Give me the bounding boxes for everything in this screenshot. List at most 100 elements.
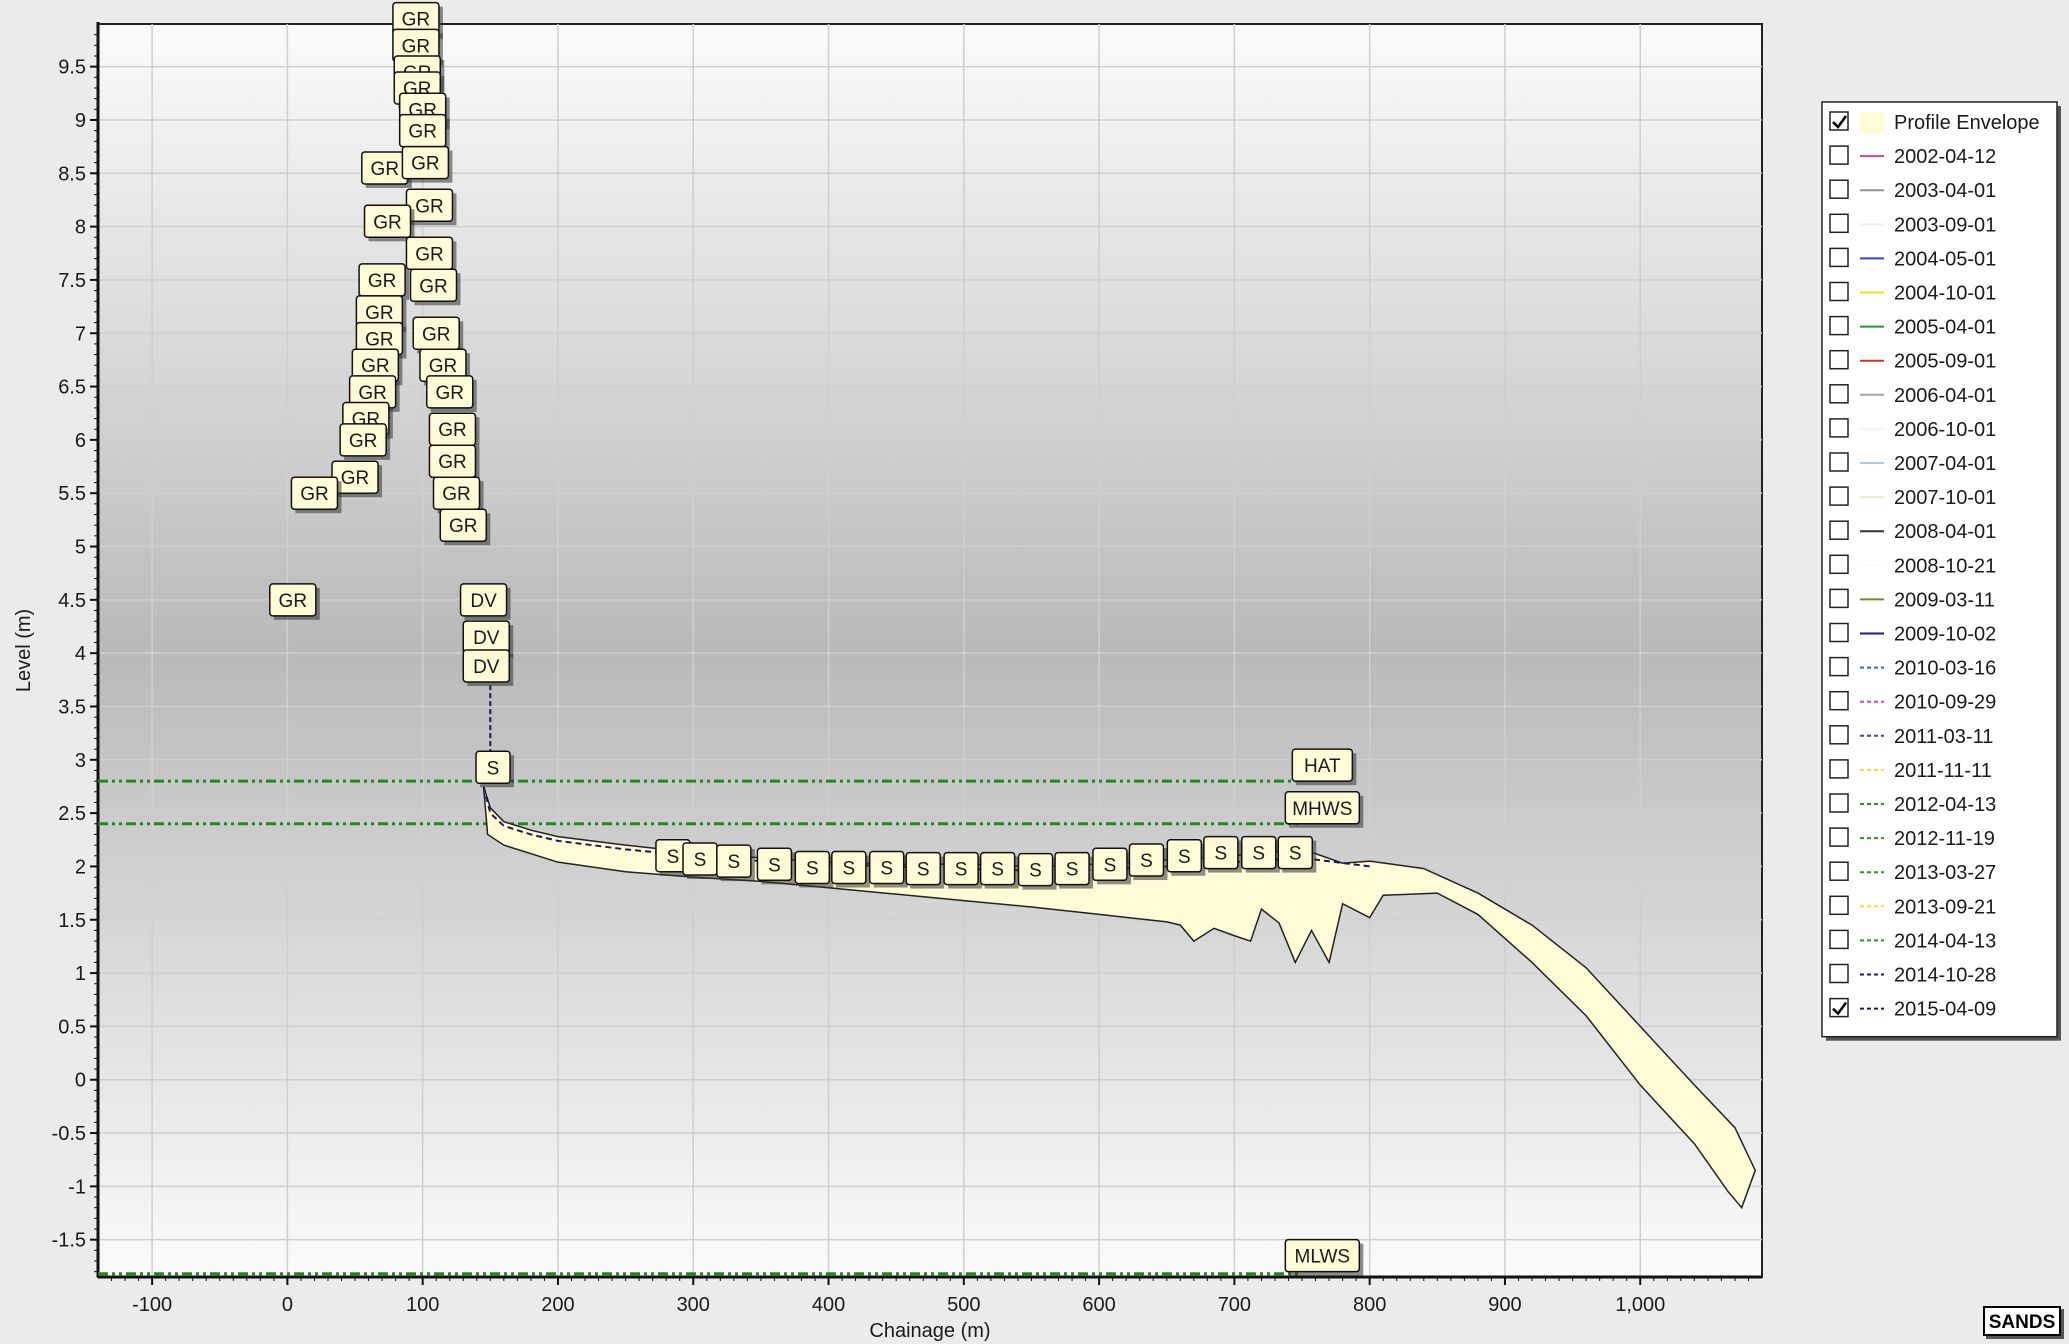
legend-checkbox[interactable] (1829, 963, 1849, 984)
legend-checkbox[interactable] (1829, 349, 1849, 370)
checkbox-box (1829, 145, 1849, 165)
legend-checkbox[interactable] (1829, 520, 1849, 540)
legend-checkbox[interactable] (1829, 861, 1849, 881)
checkbox-box (1829, 793, 1849, 813)
point-marker: S (868, 850, 908, 888)
legend-checkbox[interactable] (1829, 895, 1849, 916)
point-marker: S (475, 750, 515, 788)
marker-label: MLWS (1295, 1247, 1351, 1268)
x-tick-label: 700 (1218, 1294, 1251, 1316)
checkbox-box (1829, 281, 1849, 302)
legend-checkbox[interactable] (1829, 759, 1849, 779)
legend-label: 2008-04-01 (1894, 521, 1996, 543)
x-tick-label: 900 (1488, 1294, 1521, 1316)
marker-label: S (487, 758, 500, 779)
legend-checkbox[interactable] (1829, 111, 1849, 131)
marker-label: GR (438, 420, 467, 441)
legend-label: 2010-03-16 (1894, 658, 1996, 680)
marker-box (339, 423, 387, 457)
legend-label: 2004-05-01 (1894, 248, 1996, 270)
x-axis-title: Chainage (m) (869, 1320, 990, 1342)
legend-checkbox[interactable] (1829, 827, 1849, 847)
checkbox-box (1829, 384, 1849, 404)
marker-label: S (1140, 851, 1153, 872)
legend-checkbox[interactable] (1829, 486, 1849, 506)
legend-checkbox[interactable] (1829, 793, 1849, 813)
legend-checkbox[interactable] (1829, 145, 1849, 165)
marker-box (1017, 852, 1054, 887)
point-marker: GR (339, 423, 391, 460)
marker-label: S (1066, 860, 1079, 881)
point-marker: HAT (1291, 748, 1357, 786)
checkbox-box (1829, 179, 1849, 199)
legend-checkbox[interactable] (1829, 997, 1849, 1018)
point-marker: GR (425, 375, 477, 412)
marker-label: S (806, 859, 819, 880)
y-tick-label: 5.5 (58, 483, 86, 505)
legend-checkbox[interactable] (1829, 384, 1849, 404)
checkbox-box (1829, 111, 1849, 131)
marker-box (979, 851, 1016, 886)
checkbox-box (1829, 690, 1849, 711)
legend-checkbox[interactable] (1829, 690, 1849, 711)
marker-box (363, 204, 412, 239)
legend-checkbox[interactable] (1829, 588, 1849, 609)
legend-label: 2004-10-01 (1894, 283, 1996, 305)
y-tick-label: 6.5 (58, 377, 86, 399)
point-marker: S (1166, 839, 1206, 876)
legend-checkbox[interactable] (1829, 315, 1849, 336)
y-tick-label: -1.5 (52, 1230, 86, 1252)
point-marker: GR (428, 444, 480, 482)
point-marker: S (1203, 835, 1242, 873)
legend-checkbox[interactable] (1829, 929, 1849, 950)
marker-label: S (955, 860, 968, 881)
marker-label: MHWS (1292, 799, 1352, 820)
x-tick-label: 100 (406, 1294, 439, 1316)
legend-checkbox[interactable] (1829, 656, 1849, 677)
checkbox-box (1829, 247, 1849, 268)
grid (98, 24, 1762, 1277)
legend-checkbox[interactable] (1829, 622, 1849, 643)
legend-checkbox[interactable] (1829, 418, 1849, 438)
checkbox-box (1829, 861, 1849, 881)
legend-checkbox[interactable] (1829, 213, 1849, 234)
point-marker: S (1240, 835, 1280, 873)
point-marker: MLWS (1284, 1238, 1364, 1276)
marker-label: S (667, 847, 680, 868)
point-marker: S (1017, 852, 1057, 890)
marker-box (1284, 1238, 1361, 1273)
marker-box (1240, 835, 1277, 870)
point-markers: GR GR GR GR GR GR GR GR GR GR GR GR GR GR GR GR GR GR GR GR… (269, 1, 1364, 1276)
checkbox-box (1829, 929, 1849, 950)
legend-checkbox[interactable] (1829, 281, 1849, 302)
y-tick-label: 4 (75, 643, 86, 665)
legend-label: 2007-10-01 (1894, 487, 1996, 509)
point-marker: GR (432, 476, 484, 514)
marker-label: S (880, 859, 893, 880)
marker-label: GR (371, 159, 400, 180)
legend-checkbox[interactable] (1829, 452, 1849, 472)
x-tick-label: 300 (677, 1294, 710, 1316)
legend-checkbox[interactable] (1829, 179, 1849, 199)
legend-label: 2005-04-01 (1894, 317, 1996, 339)
legend-checkbox[interactable] (1829, 725, 1849, 745)
legend-checkbox[interactable] (1829, 554, 1849, 575)
point-marker: S (716, 844, 755, 882)
checkbox-box (1829, 554, 1849, 575)
legend-label: 2007-04-01 (1894, 453, 1996, 475)
marker-label: S (917, 860, 930, 881)
marker-label: GR (365, 303, 394, 324)
marker-box (459, 583, 508, 617)
marker-box (1291, 748, 1354, 782)
marker-label: S (694, 850, 707, 871)
y-tick-label: 7.5 (58, 270, 86, 292)
marker-box (409, 268, 458, 303)
y-tick-label: 3 (75, 750, 86, 772)
legend-checkbox[interactable] (1829, 247, 1849, 268)
legend-label: 2002-04-12 (1894, 146, 1996, 168)
sands-logo: SANDS (1983, 1306, 2061, 1336)
marker-box (716, 844, 752, 878)
checkbox-box (1829, 486, 1849, 506)
marker-label: GR (449, 516, 478, 537)
marker-label: S (842, 859, 855, 880)
